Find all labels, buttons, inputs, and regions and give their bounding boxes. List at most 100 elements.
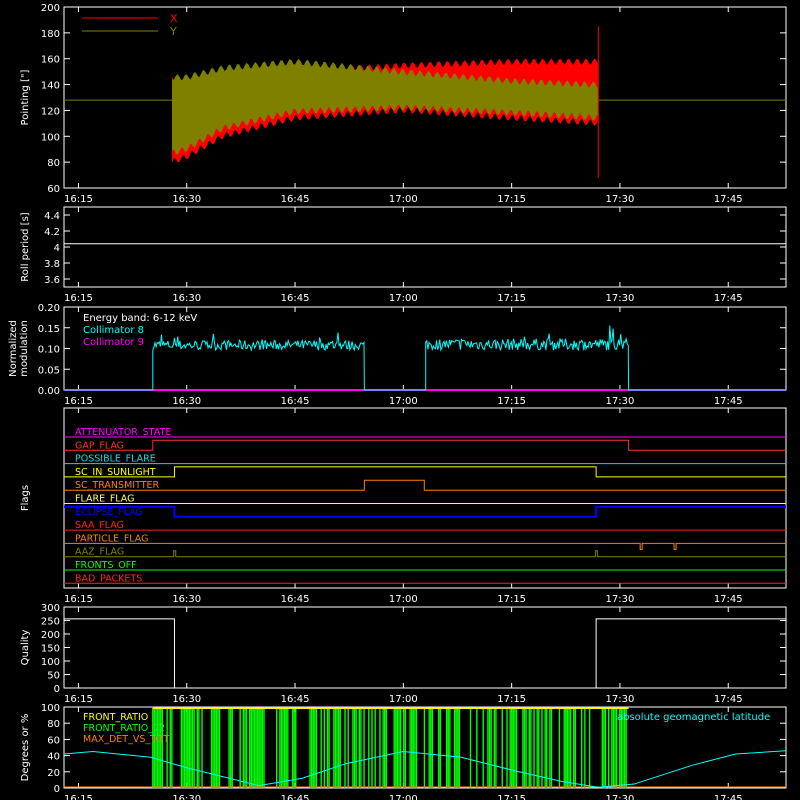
legend-label: MAX_DET_VS_TOT — [83, 734, 169, 745]
panel-quality: 16:15 16:30 16:45 17:00 17:15 17:30 17:45 0 50 10… — [20, 603, 787, 705]
y-tick-label: 150 — [41, 644, 60, 655]
time-tick-label: 16:45 — [281, 694, 310, 705]
time-tick-label: 17:45 — [714, 794, 743, 800]
y-tick-label: 4.2 — [44, 227, 60, 238]
y-tick-label: 0.10 — [38, 345, 60, 356]
time-tick-label: 17:45 — [714, 594, 743, 605]
time-tick-label: 16:15 — [64, 694, 93, 705]
panel-flags: 16:15 16:30 16:45 17:00 17:15 17:30 17:45 Flags… — [20, 407, 787, 605]
y-tick-label: 160 — [41, 55, 60, 66]
flag-label: BAD_PACKETS — [75, 573, 142, 584]
flag-line — [64, 466, 786, 478]
y-tick-label: 0 — [54, 684, 60, 695]
y-axis-label: Pointing ["] — [20, 69, 31, 125]
y-axis-label: Normalized — [8, 320, 19, 377]
flag-line — [64, 542, 786, 550]
y-tick-label: 50 — [47, 671, 60, 682]
y-tick-label: 40 — [47, 752, 60, 763]
legend-label: X — [170, 12, 178, 25]
time-tick-label: 17:15 — [497, 293, 526, 304]
y-tick-label: 200 — [41, 3, 60, 14]
y-tick-label: 100 — [41, 657, 60, 668]
y-axis-label: Quality — [20, 630, 31, 666]
time-tick-label: 17:15 — [497, 194, 526, 205]
y-tick-label: 0.05 — [38, 365, 60, 376]
quality-line — [64, 618, 786, 689]
flag-label: ECLIPSE_FLAG — [75, 507, 143, 518]
flag-line — [64, 505, 786, 518]
time-tick-label: 16:30 — [172, 694, 201, 705]
flag-label: GAP_FLAG — [75, 440, 124, 451]
y-tick-label: 0.15 — [38, 324, 60, 335]
y-tick-label: 180 — [41, 29, 60, 40]
flag-label: ATTENUATOR_STATE — [75, 427, 171, 438]
legend-label: FRONT_RATIO — [83, 712, 148, 723]
y-tick-label: 100 — [41, 703, 60, 714]
flags-frame — [63, 407, 787, 589]
panel-roll: 16:15 16:30 16:45 17:00 17:15 17:30 17:45 3.6 3.… — [20, 206, 787, 304]
time-tick-label: 17:00 — [389, 396, 418, 407]
collimator8-line — [64, 325, 786, 391]
time-tick-label: 17:15 — [497, 794, 526, 800]
time-tick-label: 17:15 — [497, 396, 526, 407]
flag-label: SC_TRANSMITTER — [75, 480, 160, 491]
time-tick-label: 16:30 — [172, 293, 201, 304]
time-tick-label: 16:30 — [172, 794, 201, 800]
flag-line — [64, 479, 786, 491]
time-tick-label: 17:30 — [606, 594, 635, 605]
time-tick-label: 17:00 — [389, 794, 418, 800]
time-tick-label: 17:15 — [497, 594, 526, 605]
time-tick-label: 16:15 — [64, 794, 93, 800]
y-tick-label: 3.8 — [44, 259, 60, 270]
flag-label: FLARE_FLAG — [75, 494, 135, 505]
time-tick-label: 17:45 — [714, 694, 743, 705]
time-tick-label: 16:15 — [64, 293, 93, 304]
time-tick-label: 17:30 — [606, 293, 635, 304]
flag-label: AAZ_FLAG — [75, 547, 124, 558]
legend-label: Y — [169, 25, 177, 38]
panel-ratios: 16:15 16:30 16:45 17:00 17:15 17:30 17:45 0 20 40… — [20, 703, 787, 800]
time-tick-label: 17:30 — [606, 396, 635, 407]
y-tick-label: 200 — [41, 630, 60, 641]
time-tick-label: 17:30 — [606, 694, 635, 705]
y-tick-label: 60 — [47, 735, 60, 746]
panel-modulation: 16:15 16:30 16:45 17:00 17:15 17:30 17:45 0.00 0… — [8, 303, 787, 407]
time-tick-label: 17:00 — [389, 594, 418, 605]
latitude-label: absolute geomagnetic latitude — [617, 712, 770, 723]
y-axis-label: modulation — [19, 320, 30, 377]
y-tick-label: 0.00 — [38, 386, 60, 397]
y-tick-label: 80 — [47, 158, 60, 169]
flag-line — [64, 550, 786, 558]
flag-label: POSSIBLE_FLARE — [75, 454, 156, 465]
time-tick-label: 16:15 — [64, 594, 93, 605]
y-axis-label: Degrees or % — [20, 714, 31, 782]
y-tick-label: 4.4 — [44, 211, 60, 222]
time-tick-label: 17:30 — [606, 794, 635, 800]
time-tick-label: 16:45 — [281, 794, 310, 800]
energy-band-label: Energy band: 6-12 keV — [83, 313, 197, 324]
time-tick-label: 16:30 — [172, 396, 201, 407]
time-tick-label: 16:45 — [281, 293, 310, 304]
time-tick-label: 17:00 — [389, 194, 418, 205]
time-tick-label: 16:30 — [172, 594, 201, 605]
flag-line — [64, 439, 786, 451]
y-tick-label: 300 — [41, 603, 60, 614]
y-axis-label: Roll period [s] — [20, 212, 31, 281]
flag-label: SC_IN_SUNLIGHT — [75, 467, 156, 478]
y-tick-label: 4 — [54, 243, 60, 254]
time-tick-label: 17:45 — [714, 194, 743, 205]
y-tick-label: 250 — [41, 617, 60, 628]
time-tick-label: 17:45 — [714, 396, 743, 407]
time-tick-label: 17:00 — [389, 293, 418, 304]
legend-label: Collimator 8 — [83, 325, 144, 336]
y-axis-label: Flags — [20, 485, 31, 511]
time-tick-label: 16:15 — [64, 194, 93, 205]
y-tick-label: 60 — [47, 184, 60, 195]
y-tick-label: 20 — [47, 768, 60, 779]
y-tick-label: 0.20 — [38, 303, 60, 314]
y-tick-label: 3.6 — [44, 275, 60, 286]
y-tick-label: 120 — [41, 106, 60, 117]
y-tick-label: 100 — [41, 132, 60, 143]
legend-label: FRONT_RATIO_12 — [83, 723, 165, 734]
time-tick-label: 17:00 — [389, 694, 418, 705]
